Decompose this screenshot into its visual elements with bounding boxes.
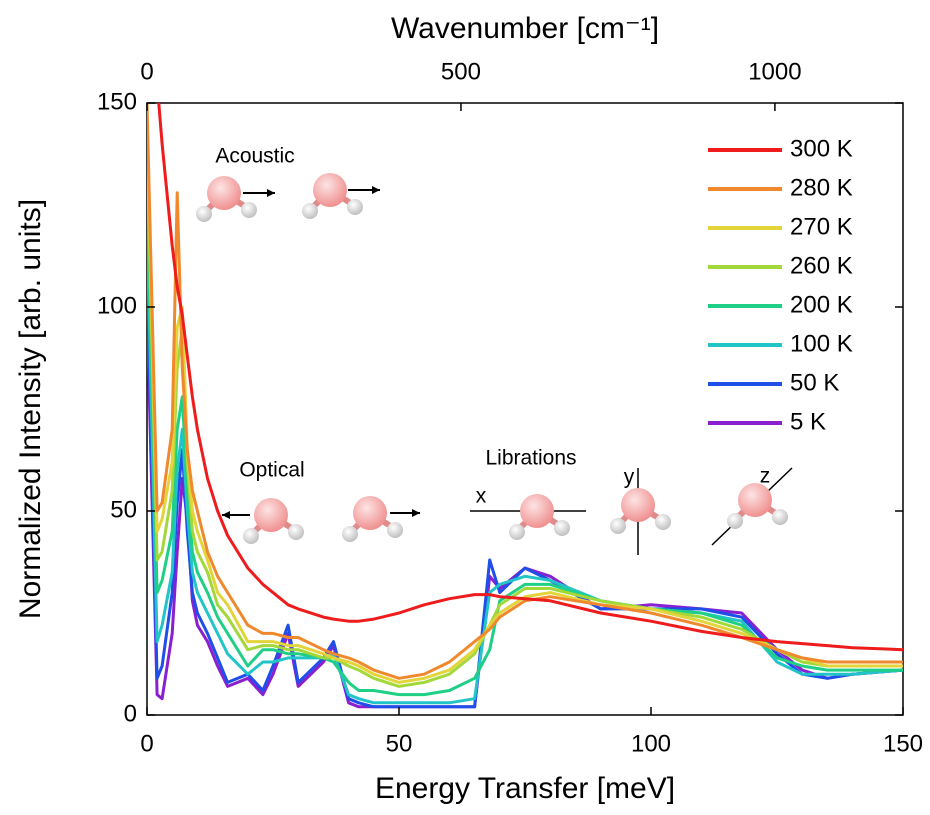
hydrogen xyxy=(772,509,788,525)
hydrogen xyxy=(655,514,671,530)
plot-frame xyxy=(146,102,904,716)
hydrogen xyxy=(509,524,525,540)
hydrogen xyxy=(196,206,212,222)
hydrogen xyxy=(288,524,304,540)
legend-label: 5 K xyxy=(790,408,826,435)
x-tick-label: 0 xyxy=(140,730,153,757)
arrow-head xyxy=(222,511,230,519)
legend-label: 100 K xyxy=(790,330,853,357)
y-tick-label: 150 xyxy=(97,88,137,115)
x-tick-label: 100 xyxy=(631,730,671,757)
oxygen xyxy=(207,176,241,210)
legend-label: 200 K xyxy=(790,291,853,318)
hydrogen xyxy=(727,513,743,529)
legend-label: 300 K xyxy=(790,135,853,162)
hydrogen xyxy=(347,199,363,215)
annotation: Acoustic xyxy=(215,145,294,168)
annotation: Librations xyxy=(485,447,576,470)
legend-label: 270 K xyxy=(790,213,853,240)
oxygen xyxy=(353,496,387,530)
legend-label: 260 K xyxy=(790,252,853,279)
hydrogen xyxy=(387,522,403,538)
y-tick-label: 50 xyxy=(110,496,137,523)
y-tick-label: 100 xyxy=(97,292,137,319)
oxygen xyxy=(621,488,655,522)
x2-tick-label: 500 xyxy=(441,58,481,85)
x2-tick-label: 0 xyxy=(140,58,153,85)
line-series xyxy=(147,184,903,697)
oxygen xyxy=(254,498,288,532)
line-series xyxy=(147,103,903,680)
x-tick-label: 150 xyxy=(883,730,923,757)
hydrogen xyxy=(302,203,318,219)
y-tick-label: 0 xyxy=(124,700,137,727)
hydrogen xyxy=(610,518,626,534)
annotation: Optical xyxy=(239,459,304,482)
arrow-head xyxy=(267,189,275,197)
arrow-head xyxy=(372,186,380,194)
annotation: y xyxy=(624,466,635,489)
legend-label: 50 K xyxy=(790,369,839,396)
y-axis-title: Normalized Intensity [arb. units] xyxy=(14,199,47,619)
x-tick-label: 50 xyxy=(386,730,413,757)
x-axis-title: Energy Transfer [meV] xyxy=(375,772,675,805)
legend-label: 280 K xyxy=(790,174,853,201)
plot-area xyxy=(147,103,903,709)
hydrogen xyxy=(554,520,570,536)
x2-axis-title: Wavenumber [cm⁻¹] xyxy=(391,12,659,45)
x2-tick-label: 1000 xyxy=(748,58,801,85)
annotation: z xyxy=(760,465,771,488)
hydrogen xyxy=(243,528,259,544)
annotation: x xyxy=(476,485,487,508)
oxygen xyxy=(313,173,347,207)
oxygen xyxy=(738,483,772,517)
molecule-icons xyxy=(196,173,793,555)
line-series xyxy=(147,266,903,709)
line-series xyxy=(157,103,903,652)
hydrogen xyxy=(342,526,358,542)
hydrogen xyxy=(241,202,257,218)
arrow-head xyxy=(412,509,420,517)
oxygen xyxy=(520,494,554,528)
